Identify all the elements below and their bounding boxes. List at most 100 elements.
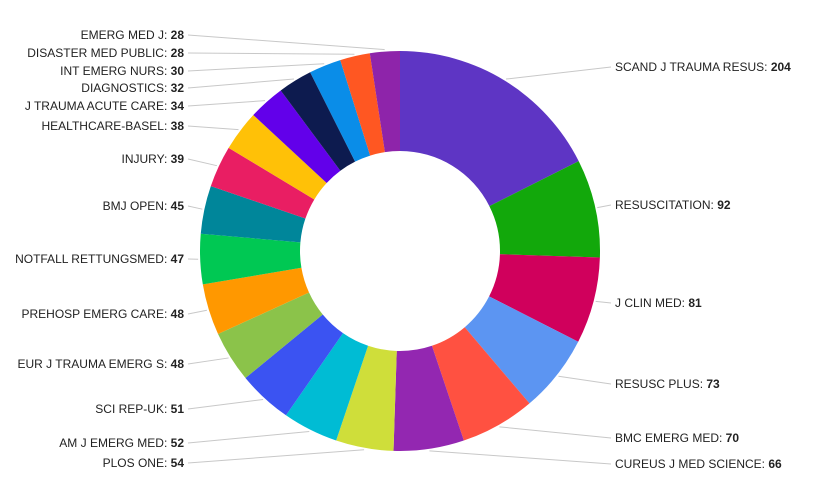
slice-label-value: 66 [768, 457, 782, 471]
slice-label-name: INT EMERG NURS: [60, 64, 170, 78]
slice-label-value: 48 [171, 357, 185, 371]
slice-cureus-j-med-science[interactable] [393, 345, 464, 451]
leader-line-injury [187, 158, 218, 167]
slice-label-name: SCI REP-UK: [95, 402, 170, 416]
leader-line-bmc-emerg-med [499, 426, 612, 439]
leader-line-am-j-emerg-med [187, 430, 310, 444]
slice-label-value: 48 [171, 307, 185, 321]
leader-line-emerg-med-j [187, 34, 385, 51]
slice-label-value: 51 [171, 402, 185, 416]
slice-label-name: INJURY: [122, 152, 171, 166]
slice-healthcare-basel[interactable] [228, 115, 327, 200]
leader-line-disaster-med-public [187, 52, 355, 55]
slice-label-j-trauma-acute-care: J TRAUMA ACUTE CARE: 34 [25, 99, 184, 113]
leader-line-eur-j-trauma-emerg-s [187, 357, 229, 365]
slice-label-value: 81 [688, 296, 702, 310]
slice-label-bmc-emerg-med: BMC EMERG MED: 70 [615, 431, 739, 445]
slice-sci-rep-uk[interactable] [245, 314, 343, 416]
slice-label-value: 38 [171, 119, 185, 133]
slice-label-value: 45 [171, 199, 185, 213]
slice-label-healthcare-basel: HEALTHCARE-BASEL: 38 [41, 119, 184, 133]
slice-label-name: PLOS ONE: [103, 456, 171, 470]
slice-label-sci-rep-uk: SCI REP-UK: 51 [95, 402, 184, 416]
slice-label-am-j-emerg-med: AM J EMERG MED: 52 [59, 436, 184, 450]
slice-resuscitation[interactable] [489, 161, 600, 258]
leader-line-sci-rep-uk [187, 399, 264, 410]
slice-label-notfall-rettungsmed: NOTFALL RETTUNGSMED: 47 [15, 252, 184, 266]
slice-label-name: DISASTER MED PUBLIC: [27, 46, 170, 60]
slice-am-j-emerg-med[interactable] [285, 333, 369, 441]
slice-label-name: RESUSC PLUS: [615, 377, 706, 391]
slice-label-diagnostics: DIAGNOSTICS: 32 [81, 81, 184, 95]
leader-line-j-clin-med [595, 300, 612, 304]
slice-label-value: 30 [171, 64, 185, 78]
slice-j-trauma-acute-care[interactable] [253, 90, 341, 184]
slice-label-name: RESUSCITATION: [615, 198, 717, 212]
slice-label-name: HEALTHCARE-BASEL: [41, 119, 170, 133]
slice-label-value: 73 [706, 377, 720, 391]
slice-disaster-med-public[interactable] [340, 53, 385, 156]
slice-label-value: 39 [171, 152, 185, 166]
slice-label-value: 28 [171, 46, 185, 60]
slice-diagnostics[interactable] [280, 72, 356, 171]
leader-line-group [187, 34, 612, 465]
leader-line-scand-j-trauma-resus [505, 66, 612, 80]
slice-label-name: BMJ OPEN: [103, 199, 171, 213]
slice-group [200, 51, 600, 451]
slice-label-value: 52 [171, 436, 185, 450]
leader-line-int-emerg-nurs [187, 63, 325, 72]
slice-label-name: DIAGNOSTICS: [81, 81, 170, 95]
slice-label-value: 92 [717, 198, 731, 212]
leader-line-cureus-j-med-science [429, 450, 612, 465]
slice-label-plos-one: PLOS ONE: 54 [103, 456, 185, 470]
slice-j-clin-med[interactable] [489, 254, 600, 342]
slice-label-name: EUR J TRAUMA EMERG S: [18, 357, 171, 371]
slice-notfall-rettungsmed[interactable] [200, 233, 302, 285]
slice-bmc-emerg-med[interactable] [431, 327, 530, 441]
slice-label-resuscitation: RESUSCITATION: 92 [615, 198, 731, 212]
slice-eur-j-trauma-emerg-s[interactable] [218, 292, 323, 378]
slice-label-name: J TRAUMA ACUTE CARE: [25, 99, 171, 113]
slice-resusc-plus[interactable] [464, 296, 579, 404]
slice-label-eur-j-trauma-emerg-s: EUR J TRAUMA EMERG S: 48 [18, 357, 185, 371]
slice-bmj-open[interactable] [200, 186, 306, 243]
leader-line-resusc-plus [558, 375, 612, 385]
slice-label-value: 204 [771, 60, 791, 74]
slice-label-int-emerg-nurs: INT EMERG NURS: 30 [60, 64, 184, 78]
leader-line-j-trauma-acute-care [187, 100, 266, 107]
slice-label-j-clin-med: J CLIN MED: 81 [615, 296, 702, 310]
slice-label-name: SCAND J TRAUMA RESUS: [615, 60, 771, 74]
slice-label-emerg-med-j: EMERG MED J: 28 [81, 28, 185, 42]
slice-label-injury: INJURY: 39 [122, 152, 185, 166]
label-group: SCAND J TRAUMA RESUS: 204 RESUSCITATION: … [15, 28, 791, 471]
slice-label-value: 70 [726, 431, 740, 445]
slice-label-prehosp-emerg-care: PREHOSP EMERG CARE: 48 [21, 307, 184, 321]
slice-prehosp-emerg-care[interactable] [202, 267, 310, 334]
slice-scand-j-trauma-resus[interactable] [400, 51, 579, 207]
slice-label-name: BMC EMERG MED: [615, 431, 726, 445]
slice-label-value: 32 [171, 81, 185, 95]
slice-label-name: EMERG MED J: [81, 28, 171, 42]
leader-line-plos-one [187, 449, 365, 464]
slice-plos-one[interactable] [336, 345, 397, 451]
slice-label-value: 54 [171, 456, 185, 470]
slice-label-scand-j-trauma-resus: SCAND J TRAUMA RESUS: 204 [615, 60, 791, 74]
slice-int-emerg-nurs[interactable] [310, 60, 371, 162]
slice-label-value: 34 [171, 99, 185, 113]
slice-label-name: AM J EMERG MED: [59, 436, 170, 450]
slice-label-resusc-plus: RESUSC PLUS: 73 [615, 377, 720, 391]
slice-label-value: 28 [171, 28, 185, 42]
leader-line-prehosp-emerg-care [187, 309, 207, 315]
slice-label-disaster-med-public: DISASTER MED PUBLIC: 28 [27, 46, 184, 60]
leader-line-healthcare-basel [187, 125, 239, 131]
slice-injury[interactable] [210, 147, 315, 219]
leader-line-diagnostics [187, 78, 295, 89]
slice-label-name: PREHOSP EMERG CARE: [21, 307, 170, 321]
slice-label-cureus-j-med-science: CUREUS J MED SCIENCE: 66 [615, 457, 782, 471]
slice-label-name: J CLIN MED: [615, 296, 688, 310]
slice-label-name: NOTFALL RETTUNGSMED: [15, 252, 171, 266]
leader-line-bmj-open [187, 205, 203, 210]
slice-label-bmj-open: BMJ OPEN: 45 [103, 199, 185, 213]
slice-emerg-med-j[interactable] [369, 51, 400, 153]
